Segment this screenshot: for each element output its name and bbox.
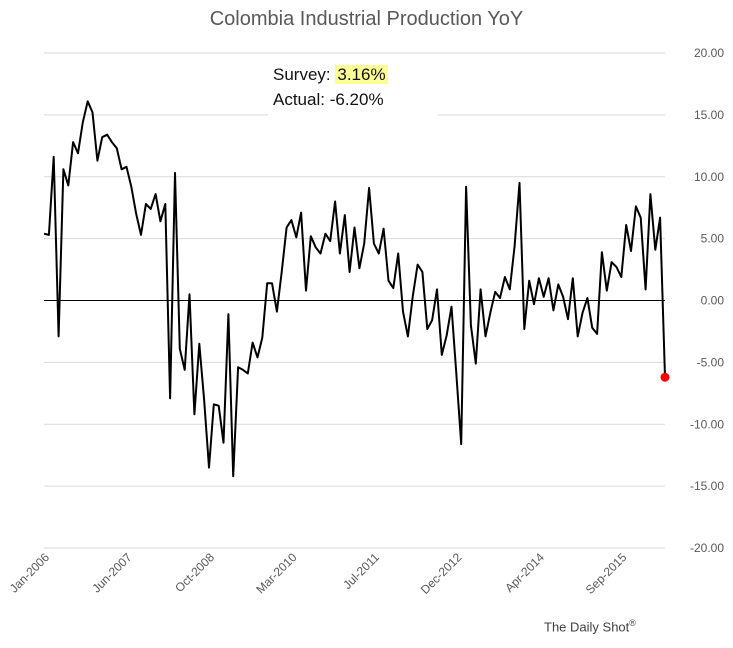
y-tick-label: 10.00 (694, 170, 724, 184)
x-axis-ticks: Jan-2006 Jun-2007 Oct-2008 Mar-2010 Jul-2011… (7, 550, 630, 597)
y-tick-label: -5.00 (697, 355, 725, 369)
y-tick-label: 0.00 (701, 294, 725, 308)
y-axis-ticks: 20.00 15.00 10.00 5.00 0.00 -5.00 -10.00 -15.00… (690, 46, 724, 555)
y-tick-label: -20.00 (690, 541, 724, 555)
y-tick-label: -10.00 (690, 417, 724, 431)
actual-value: -6.20% (329, 90, 384, 109)
x-tick-label: Oct-2008 (172, 550, 217, 595)
last-data-point (660, 372, 670, 382)
y-tick-label: 20.00 (694, 46, 724, 60)
survey-value: 3.16% (335, 65, 388, 84)
x-tick-label: Mar-2010 (253, 550, 299, 596)
x-tick-label: Jan-2006 (7, 550, 53, 596)
x-tick-label: Sep-2015 (583, 550, 630, 597)
y-tick-label: 5.00 (701, 232, 725, 246)
y-tick-label: 15.00 (694, 108, 724, 122)
chart-title: Colombia Industrial Production YoY (209, 8, 524, 30)
x-tick-label: Jul-2011 (340, 550, 382, 592)
footer-credit: The Daily Shot® (544, 618, 636, 634)
actual-row: Actual: -6.20% (268, 87, 438, 112)
survey-annotation: Survey: 3.16% Actual: -6.20% (268, 62, 438, 118)
registered-mark: ® (629, 618, 636, 628)
actual-label: Actual: (273, 90, 325, 109)
survey-label: Survey: (273, 65, 331, 84)
x-tick-label: Dec-2012 (418, 550, 465, 597)
series-line (43, 100, 666, 478)
survey-row: Survey: 3.16% (268, 62, 438, 87)
x-tick-label: Jun-2007 (89, 550, 135, 596)
x-tick-label: Apr-2014 (502, 550, 547, 595)
footer-text: The Daily Shot (544, 619, 630, 635)
y-tick-label: -15.00 (690, 479, 724, 493)
